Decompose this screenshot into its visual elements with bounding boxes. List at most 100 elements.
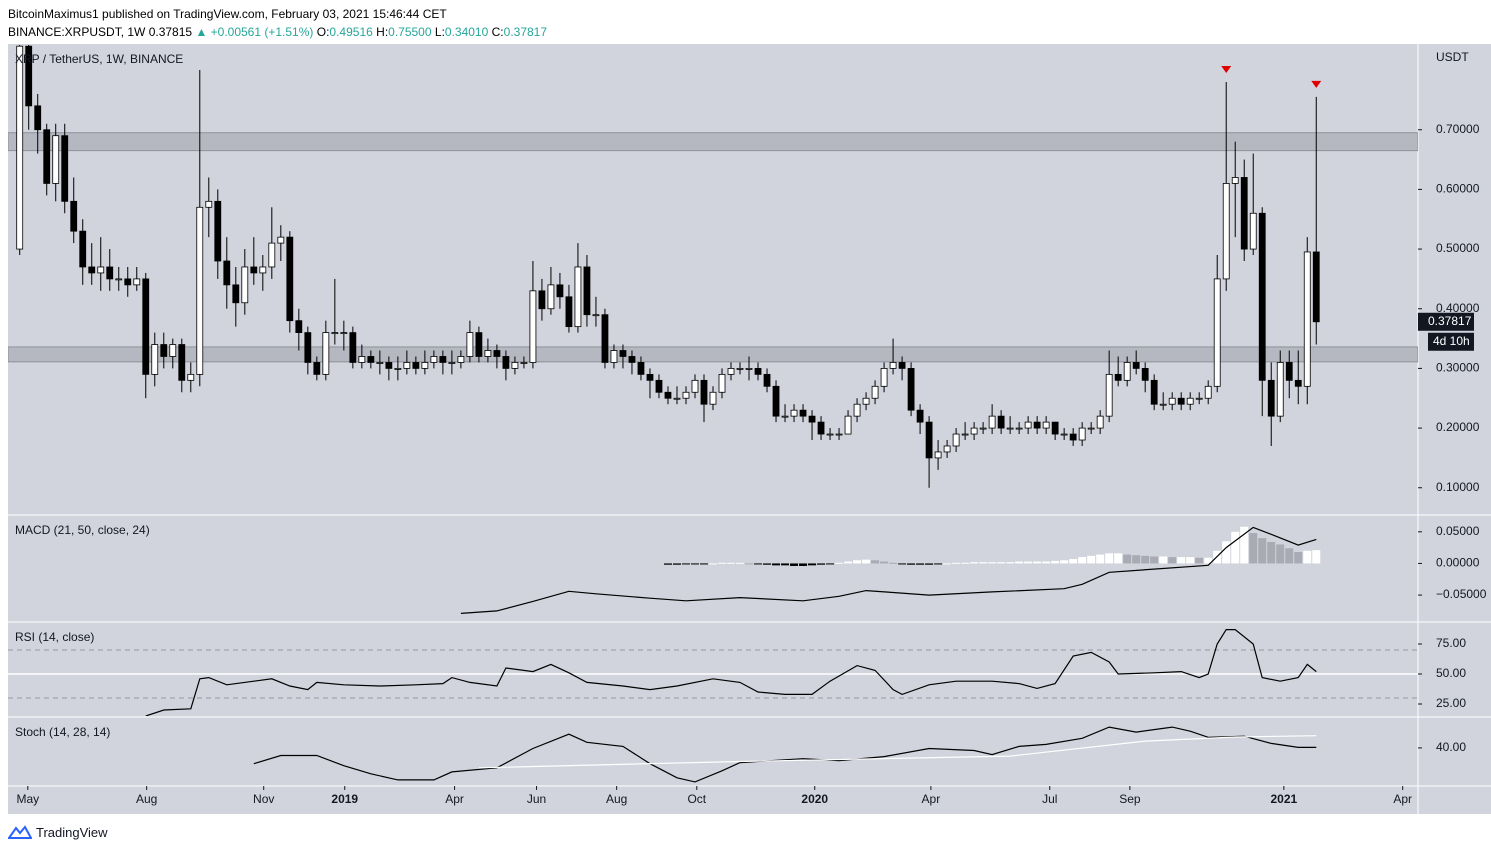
candle-body bbox=[520, 362, 528, 364]
candle-body bbox=[889, 362, 897, 369]
macd-histogram-bar bbox=[1114, 553, 1123, 564]
candle-body bbox=[61, 135, 69, 202]
candle-body bbox=[574, 266, 582, 328]
x-tick-label: Aug bbox=[136, 792, 157, 806]
candle-body bbox=[1186, 397, 1194, 405]
candle-body bbox=[835, 433, 843, 436]
macd-histogram-bar bbox=[1204, 557, 1213, 564]
candle-body bbox=[1042, 421, 1050, 429]
y-tick-label: 0.10000 bbox=[1436, 480, 1480, 494]
candle-body bbox=[970, 427, 978, 435]
macd-histogram-bar bbox=[718, 562, 727, 564]
candle-body bbox=[655, 379, 663, 393]
y-tick-label: 0.00000 bbox=[1436, 556, 1480, 570]
candle-body bbox=[790, 409, 798, 417]
candle-body bbox=[223, 260, 231, 286]
x-tick-label: Apr bbox=[922, 792, 941, 806]
candle-body bbox=[799, 409, 807, 417]
candle-body bbox=[1024, 421, 1032, 429]
candle-body bbox=[1096, 415, 1104, 429]
candle-body bbox=[736, 368, 744, 370]
macd-histogram-bar bbox=[1024, 561, 1033, 564]
candle-body bbox=[367, 356, 375, 363]
x-tick-label: 2021 bbox=[1270, 792, 1297, 806]
logo bbox=[8, 825, 32, 839]
candle-body bbox=[925, 421, 933, 459]
macd-histogram-bar bbox=[745, 563, 754, 565]
candle-body bbox=[1015, 427, 1023, 430]
candle-body bbox=[358, 356, 366, 363]
last-price: 0.37817 bbox=[1428, 314, 1472, 328]
candle-body bbox=[592, 314, 600, 317]
macd-histogram-bar bbox=[1060, 560, 1069, 564]
candle-body bbox=[115, 278, 123, 281]
candle-body bbox=[1213, 278, 1221, 387]
candle-body bbox=[772, 385, 780, 417]
candle-body bbox=[754, 368, 762, 375]
candle-body bbox=[1249, 212, 1257, 250]
macd-histogram-bar bbox=[1285, 548, 1294, 564]
macd-histogram-bar bbox=[907, 563, 916, 565]
candle-body bbox=[898, 362, 906, 369]
candle-body bbox=[178, 344, 186, 381]
candle-body bbox=[1087, 427, 1095, 430]
candle-body bbox=[25, 45, 33, 107]
zone bbox=[8, 132, 1418, 152]
sell-marker bbox=[1311, 80, 1322, 88]
macd-histogram-bar bbox=[925, 563, 934, 565]
macd-histogram-bar bbox=[1267, 541, 1276, 564]
x-tick-label: May bbox=[16, 792, 39, 806]
macd-histogram-bar bbox=[889, 562, 898, 564]
candle-body bbox=[232, 284, 240, 304]
y-tick-label: 0.40000 bbox=[1436, 301, 1480, 315]
candle-body bbox=[1222, 183, 1230, 280]
y-tick-label: 0.20000 bbox=[1436, 420, 1480, 434]
candle-body bbox=[169, 344, 177, 357]
candle-body bbox=[304, 332, 312, 363]
candle-body bbox=[322, 332, 330, 375]
y-tick-label: 0.70000 bbox=[1436, 122, 1480, 136]
candle-body bbox=[457, 356, 465, 363]
macd-histogram-bar bbox=[1051, 560, 1060, 564]
candle-body bbox=[394, 368, 402, 370]
macd-histogram-bar bbox=[790, 563, 799, 566]
price-pane bbox=[8, 45, 1418, 488]
macd-histogram-bar bbox=[835, 562, 844, 564]
macd-histogram-bar bbox=[672, 563, 681, 565]
macd-histogram-bar bbox=[1195, 557, 1204, 564]
y-tick-label: 50.00 bbox=[1436, 666, 1466, 680]
candle-body bbox=[106, 266, 114, 280]
candle-body bbox=[700, 379, 708, 405]
axis-unit: USDT bbox=[1436, 50, 1469, 64]
candle-body bbox=[745, 368, 753, 370]
stoch-pane bbox=[253, 726, 1317, 783]
macd-histogram-bar bbox=[727, 562, 736, 564]
candle-body bbox=[979, 427, 987, 430]
macd-histogram-bar bbox=[997, 562, 1006, 564]
macd-histogram-bar bbox=[1132, 555, 1141, 564]
candle-body bbox=[853, 403, 861, 417]
macd-histogram-bar bbox=[1015, 561, 1024, 564]
macd-histogram-bar bbox=[1123, 554, 1132, 564]
macd-histogram-bar bbox=[1186, 557, 1195, 564]
candle-body bbox=[448, 362, 456, 364]
candle-body bbox=[196, 206, 204, 375]
ohlc-key: O: bbox=[316, 25, 330, 39]
macd-histogram-bar bbox=[1159, 556, 1168, 564]
x-tick-label: Apr bbox=[1393, 792, 1412, 806]
candle-body bbox=[943, 445, 951, 453]
macd-pane bbox=[460, 526, 1321, 614]
pane-title: MACD (21, 50, close, 24) bbox=[15, 523, 150, 537]
macd-histogram-bar bbox=[979, 562, 988, 564]
candle-body bbox=[295, 320, 303, 334]
candle-body bbox=[1294, 379, 1302, 387]
candle-body bbox=[439, 356, 447, 363]
candle-body bbox=[1312, 251, 1320, 323]
brand: TradingView bbox=[36, 824, 108, 840]
macd-histogram-bar bbox=[1069, 559, 1078, 564]
macd-histogram-bar bbox=[871, 560, 880, 564]
macd-histogram-bar bbox=[1312, 550, 1321, 564]
candle-body bbox=[556, 284, 564, 298]
candle-body bbox=[1276, 362, 1284, 417]
